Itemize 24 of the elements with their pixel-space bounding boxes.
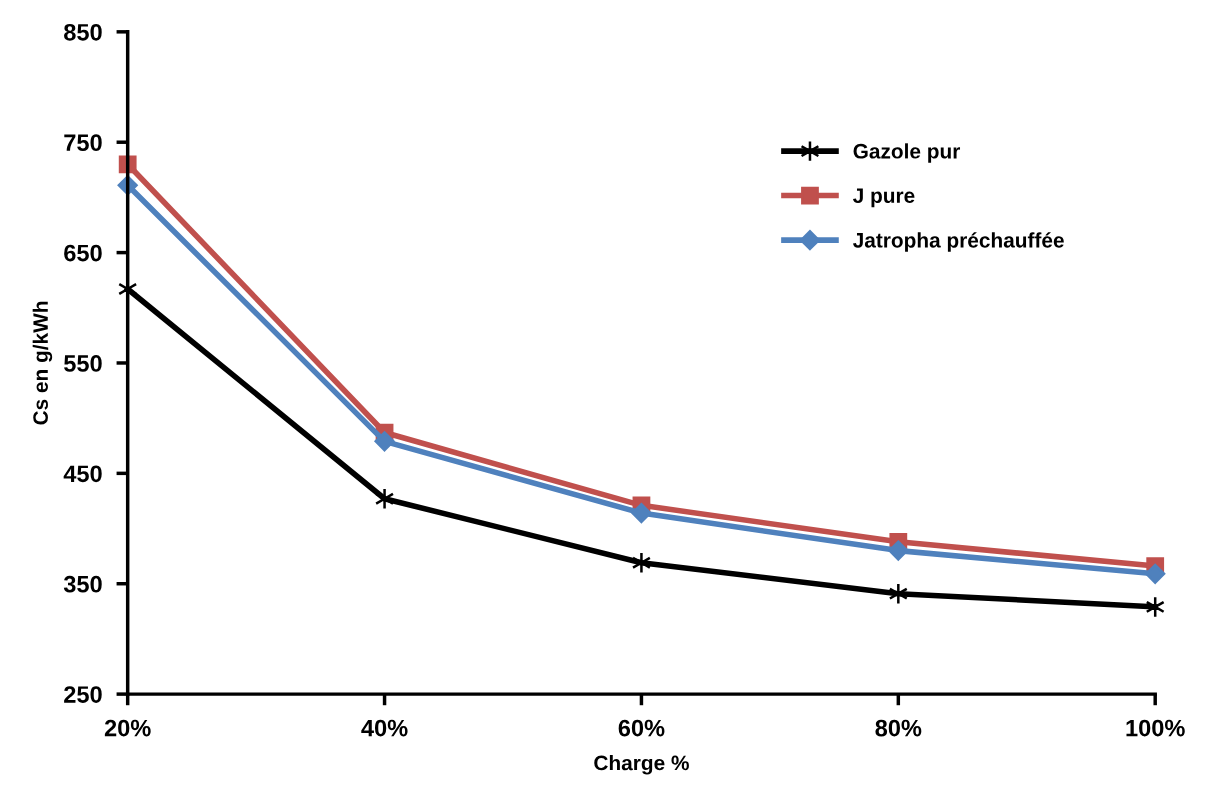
y-axis-title: Cs en g/kWh xyxy=(32,301,53,425)
x-tick-label: 20% xyxy=(104,719,151,737)
legend-label: J pure xyxy=(852,188,915,208)
point xyxy=(374,487,395,510)
x-tick-label: 60% xyxy=(618,719,665,737)
y-tick-label: 850 xyxy=(64,23,102,41)
x-axis-title: Charge % xyxy=(594,755,689,775)
point xyxy=(374,431,395,452)
point xyxy=(631,503,652,524)
x-tick-label: 100% xyxy=(1126,719,1185,737)
point xyxy=(1145,563,1166,584)
x-tick-label: 80% xyxy=(875,719,922,737)
point xyxy=(888,540,909,561)
point xyxy=(888,582,908,605)
y-tick-label: 750 xyxy=(64,134,102,152)
x-tick-label: 40% xyxy=(361,719,408,737)
legend-label: Jatropha préchauffée xyxy=(852,232,1064,252)
point xyxy=(631,551,652,574)
y-tick-label: 550 xyxy=(64,355,102,372)
y-tick-label: 450 xyxy=(63,465,102,483)
y-tick-label: 650 xyxy=(64,244,102,262)
y-tick-label: 250 xyxy=(64,686,102,703)
y-tick-label: 350 xyxy=(63,575,102,593)
legend-label: Gazole pur xyxy=(853,143,961,163)
